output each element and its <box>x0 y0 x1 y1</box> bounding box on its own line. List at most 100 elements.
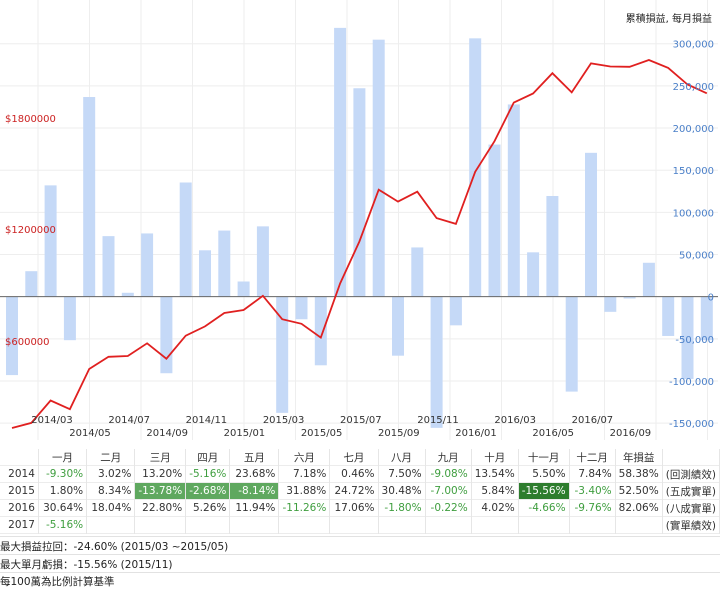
month-return-cell: 23.68% <box>229 465 280 483</box>
max-month-loss-text: 最大單月虧損：-15.56% (2015/11) <box>0 559 173 571</box>
monthly-bar-2016/04 <box>527 252 540 297</box>
table-header-cell: 一月 <box>38 449 88 466</box>
monthly-bar-2014/01 <box>6 296 18 376</box>
month-return-cell: 30.48% <box>378 482 426 500</box>
x-tick-label: 2015/07 <box>340 415 382 426</box>
x-tick-label: 2015/03 <box>263 415 305 426</box>
monthly-bar-2016/03 <box>507 104 520 297</box>
x-tick-label: 2016/07 <box>572 415 614 426</box>
table-header-cell <box>662 449 720 466</box>
x-tick-label: 2015/05 <box>301 428 343 439</box>
monthly-bar-2014/05 <box>83 97 96 297</box>
row-note-cell: (實單績效) <box>662 516 720 534</box>
row-note-cell: (五成實單) <box>662 482 720 500</box>
table-header-cell: 年損益 <box>615 449 663 466</box>
month-return-cell: 22.80% <box>134 499 187 517</box>
month-return-cell: -9.08% <box>425 465 472 483</box>
month-return-cell: 30.64% <box>38 499 88 517</box>
cumulative-pnl-line <box>11 59 708 429</box>
x-tick-label: 2014/07 <box>108 415 150 426</box>
monthly-pnl-bars <box>6 27 713 428</box>
monthly-bar-2015/03 <box>276 296 289 413</box>
month-return-cell: 13.54% <box>471 465 519 483</box>
x-tick-label: 2016/05 <box>532 428 574 439</box>
row-note-cell: (回測績效) <box>662 465 720 483</box>
month-return-cell: 5.84% <box>471 482 519 500</box>
monthly-bar-2014/12 <box>218 230 231 297</box>
x-axis-ticks: 2014/03 2014/07 2014/11 2015/03 2015/07 2015/… <box>31 415 651 439</box>
monthly-bar-2014/02 <box>25 271 38 297</box>
month-return-cell: 1.80% <box>38 482 88 500</box>
month-return-cell: 31.88% <box>278 482 331 500</box>
x-tick-label: 2014/09 <box>146 428 188 439</box>
table-header-cell: 十月 <box>471 449 519 466</box>
year-cell: 2016 <box>0 499 39 517</box>
x-tick-label: 2015/11 <box>417 415 459 426</box>
year-cell: 2017 <box>0 516 39 534</box>
annual-return-cell <box>615 516 663 534</box>
right-tick-label: 300,000 <box>673 40 714 51</box>
month-return-cell <box>134 516 187 534</box>
right-tick-label: 50,000 <box>679 251 714 262</box>
month-return-cell: -3.40% <box>569 482 616 500</box>
right-tick-label: 0 <box>708 293 714 304</box>
calculation-basis-text: 每100萬為比例計算基準 <box>0 576 115 588</box>
month-return-cell: 8.34% <box>86 482 136 500</box>
right-tick-label: 100,000 <box>673 208 714 219</box>
month-return-cell <box>471 516 519 534</box>
month-return-cell <box>518 516 570 534</box>
x-tick-label: 2016/09 <box>610 428 652 439</box>
month-return-cell: -5.16% <box>38 516 88 534</box>
month-return-cell: 11.94% <box>229 499 280 517</box>
left-tick-label: $600000 <box>5 337 50 348</box>
month-return-cell: 18.04% <box>86 499 136 517</box>
month-return-cell <box>378 516 426 534</box>
month-return-cell <box>425 516 472 534</box>
right-tick-label: 250,000 <box>673 82 714 93</box>
month-return-cell <box>569 516 616 534</box>
monthly-bar-2016/12 <box>681 296 694 379</box>
month-return-cell <box>278 516 331 534</box>
month-return-cell: 7.18% <box>278 465 331 483</box>
x-tick-label: 2014/11 <box>186 415 228 426</box>
monthly-bar-2016/08 <box>604 296 617 312</box>
right-tick-label: -150,000 <box>669 419 714 430</box>
month-return-cell <box>229 516 280 534</box>
month-return-cell: 4.02% <box>471 499 519 517</box>
monthly-bar-2016/05 <box>546 195 559 297</box>
month-return-cell: -4.66% <box>518 499 570 517</box>
annual-return-cell: 58.38% <box>615 465 663 483</box>
annual-return-cell: 82.06% <box>615 499 663 517</box>
month-return-cell: 17.06% <box>329 499 379 517</box>
left-tick-label: $1200000 <box>5 225 56 236</box>
table-row: 2015 1.80% 8.34% -13.78% -2.68% -8.14% 31.88% 2… <box>0 482 720 500</box>
x-tick-label: 2016/03 <box>494 415 536 426</box>
table-header-cell: 十一月 <box>518 449 570 466</box>
left-tick-label: $1800000 <box>5 114 56 125</box>
table-header-cell: 三月 <box>134 449 187 466</box>
right-tick-label: -100,000 <box>669 377 714 388</box>
right-tick-label: 150,000 <box>673 166 714 177</box>
month-return-cell <box>86 516 136 534</box>
month-return-cell: 5.26% <box>185 499 231 517</box>
monthly-bar-2015/08 <box>372 39 385 297</box>
right-tick-label: 200,000 <box>673 124 714 135</box>
month-return-cell: -11.26% <box>278 499 331 517</box>
table-header-cell: 十二月 <box>569 449 616 466</box>
table-header-cell: 二月 <box>86 449 136 466</box>
month-return-cell <box>329 516 379 534</box>
month-return-cell: -1.80% <box>378 499 426 517</box>
table-header-cell: 七月 <box>329 449 379 466</box>
year-cell: 2015 <box>0 482 39 500</box>
month-return-cell: 5.50% <box>518 465 570 483</box>
month-return-cell: 13.20% <box>134 465 187 483</box>
table-row: 2016 30.64% 18.04% 22.80% 5.26% 11.94% -11.26%… <box>0 499 720 517</box>
monthly-bar-2014/10 <box>179 182 192 297</box>
x-tick-label: 2015/01 <box>224 428 266 439</box>
monthly-bar-2015/11 <box>430 296 443 428</box>
monthly-bar-2016/01 <box>469 38 482 297</box>
month-return-cell: 7.50% <box>378 465 426 483</box>
monthly-bar-2014/06 <box>102 236 115 297</box>
x-tick-label: 2014/05 <box>69 428 111 439</box>
monthly-bar-2014/04 <box>63 296 76 341</box>
